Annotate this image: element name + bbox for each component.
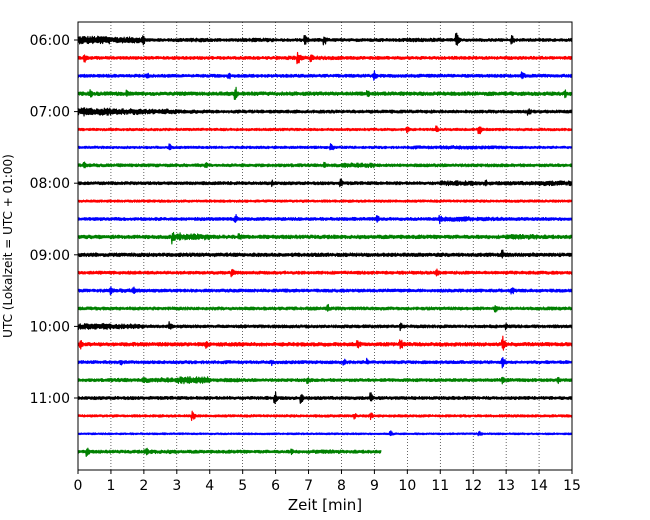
- x-tick-label: 2: [139, 478, 148, 494]
- y-tick-label: 07:00: [30, 105, 70, 121]
- x-tick-label: 0: [74, 478, 83, 494]
- trace-row-8: [77, 178, 573, 188]
- trace-row-19: [77, 376, 573, 385]
- trace-row-16: [77, 321, 573, 332]
- trace-row-13: [77, 268, 573, 278]
- trace-row-23: [77, 447, 382, 458]
- y-tick-label: 08:00: [30, 176, 70, 192]
- x-tick-label: 6: [271, 478, 280, 494]
- trace-row-12: [77, 249, 573, 259]
- trace-row-15: [77, 303, 573, 313]
- trace-row-4: [77, 107, 573, 117]
- x-tick-label: 3: [172, 478, 181, 494]
- x-tick-label: 12: [464, 478, 482, 494]
- x-tick-label: 7: [304, 478, 313, 494]
- x-tick-label: 11: [431, 478, 449, 494]
- y-axis-label: UTC (Lokalzeit = UTC + 01:00): [1, 154, 15, 338]
- x-tick-label: 15: [563, 478, 581, 494]
- x-tick-label: 4: [205, 478, 214, 494]
- trace-row-18: [77, 356, 573, 369]
- y-tick-label: 06:00: [30, 33, 70, 49]
- y-tick-label: 10:00: [30, 319, 70, 335]
- trace-row-7: [77, 161, 573, 169]
- trace-row-1: [77, 51, 573, 65]
- x-tick-label: 10: [398, 478, 416, 494]
- trace-row-14: [77, 286, 573, 296]
- trace-row-20: [77, 391, 573, 405]
- y-tick-label: 11:00: [30, 391, 70, 407]
- x-axis-label: Zeit [min]: [288, 496, 362, 514]
- x-tick-label: 13: [497, 478, 515, 494]
- trace-row-21: [77, 410, 573, 422]
- trace-row-17: [77, 335, 573, 351]
- x-tick-label: 8: [337, 478, 346, 494]
- y-tick-label: 09:00: [30, 248, 70, 264]
- x-tick-label: 9: [370, 478, 379, 494]
- trace-row-6: [77, 143, 573, 151]
- trace-row-11: [77, 231, 573, 245]
- trace-row-10: [77, 213, 573, 225]
- trace-row-3: [77, 86, 573, 101]
- trace-rows: [77, 32, 573, 458]
- trace-row-2: [77, 70, 573, 81]
- x-tick-label: 1: [106, 478, 115, 494]
- plot-area-frame: [77, 21, 573, 471]
- x-axis-ticks: 0 1 2 3 4 5 6 7 8 9 10 11 12 13 14 15: [74, 470, 581, 494]
- x-tick-label: 14: [530, 478, 548, 494]
- trace-row-9: [77, 199, 573, 203]
- trace-row-5: [77, 125, 573, 135]
- trace-row-22: [77, 430, 573, 437]
- x-tick-label: 5: [238, 478, 247, 494]
- trace-row-0: [77, 32, 573, 46]
- y-axis-ticks: 06:00 07:00 08:00 09:00 10:00 11:00: [30, 33, 78, 407]
